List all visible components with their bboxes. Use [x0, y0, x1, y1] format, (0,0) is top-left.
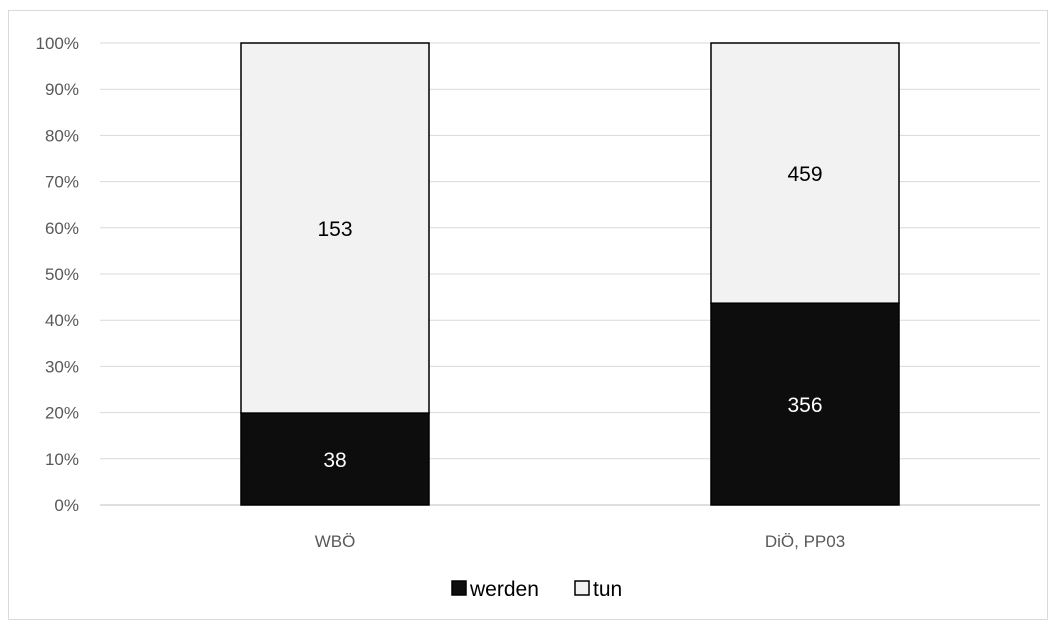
- bar-segment-werden: [240, 412, 430, 506]
- y-tick-label: 80%: [45, 126, 79, 145]
- x-tick-label: WBÖ: [315, 532, 356, 551]
- y-tick-label: 20%: [45, 404, 79, 423]
- y-tick-label: 40%: [45, 311, 79, 330]
- bar-segment-werden: [710, 302, 900, 506]
- x-tick-label: DiÖ, PP03: [765, 532, 845, 551]
- y-axis: 0% 10% 20% 30% 40% 50% 60% 70% 80% 90% 100%: [36, 34, 79, 515]
- legend-label-werden: werden: [469, 578, 539, 601]
- legend: werden tun: [451, 578, 622, 601]
- legend-swatch-tun: [574, 580, 590, 596]
- data-label: 459: [787, 163, 822, 186]
- bar-segment-tun: [710, 42, 900, 304]
- y-tick-label: 60%: [45, 219, 79, 238]
- y-tick-label: 90%: [45, 80, 79, 99]
- y-tick-label: 0%: [54, 496, 79, 515]
- y-tick-label: 70%: [45, 173, 79, 192]
- y-tick-label: 30%: [45, 357, 79, 376]
- y-tick-label: 100%: [36, 34, 79, 53]
- bar-segment-tun: [240, 42, 430, 414]
- legend-swatch-werden: [451, 580, 467, 596]
- bars: 38 153 356 459: [240, 42, 900, 506]
- legend-label-tun: tun: [593, 578, 622, 601]
- y-tick-label: 10%: [45, 450, 79, 469]
- data-label: 38: [323, 449, 346, 472]
- x-axis: WBÖ DiÖ, PP03: [315, 532, 845, 551]
- data-label: 153: [317, 218, 352, 241]
- data-label: 356: [787, 394, 822, 417]
- y-tick-label: 50%: [45, 265, 79, 284]
